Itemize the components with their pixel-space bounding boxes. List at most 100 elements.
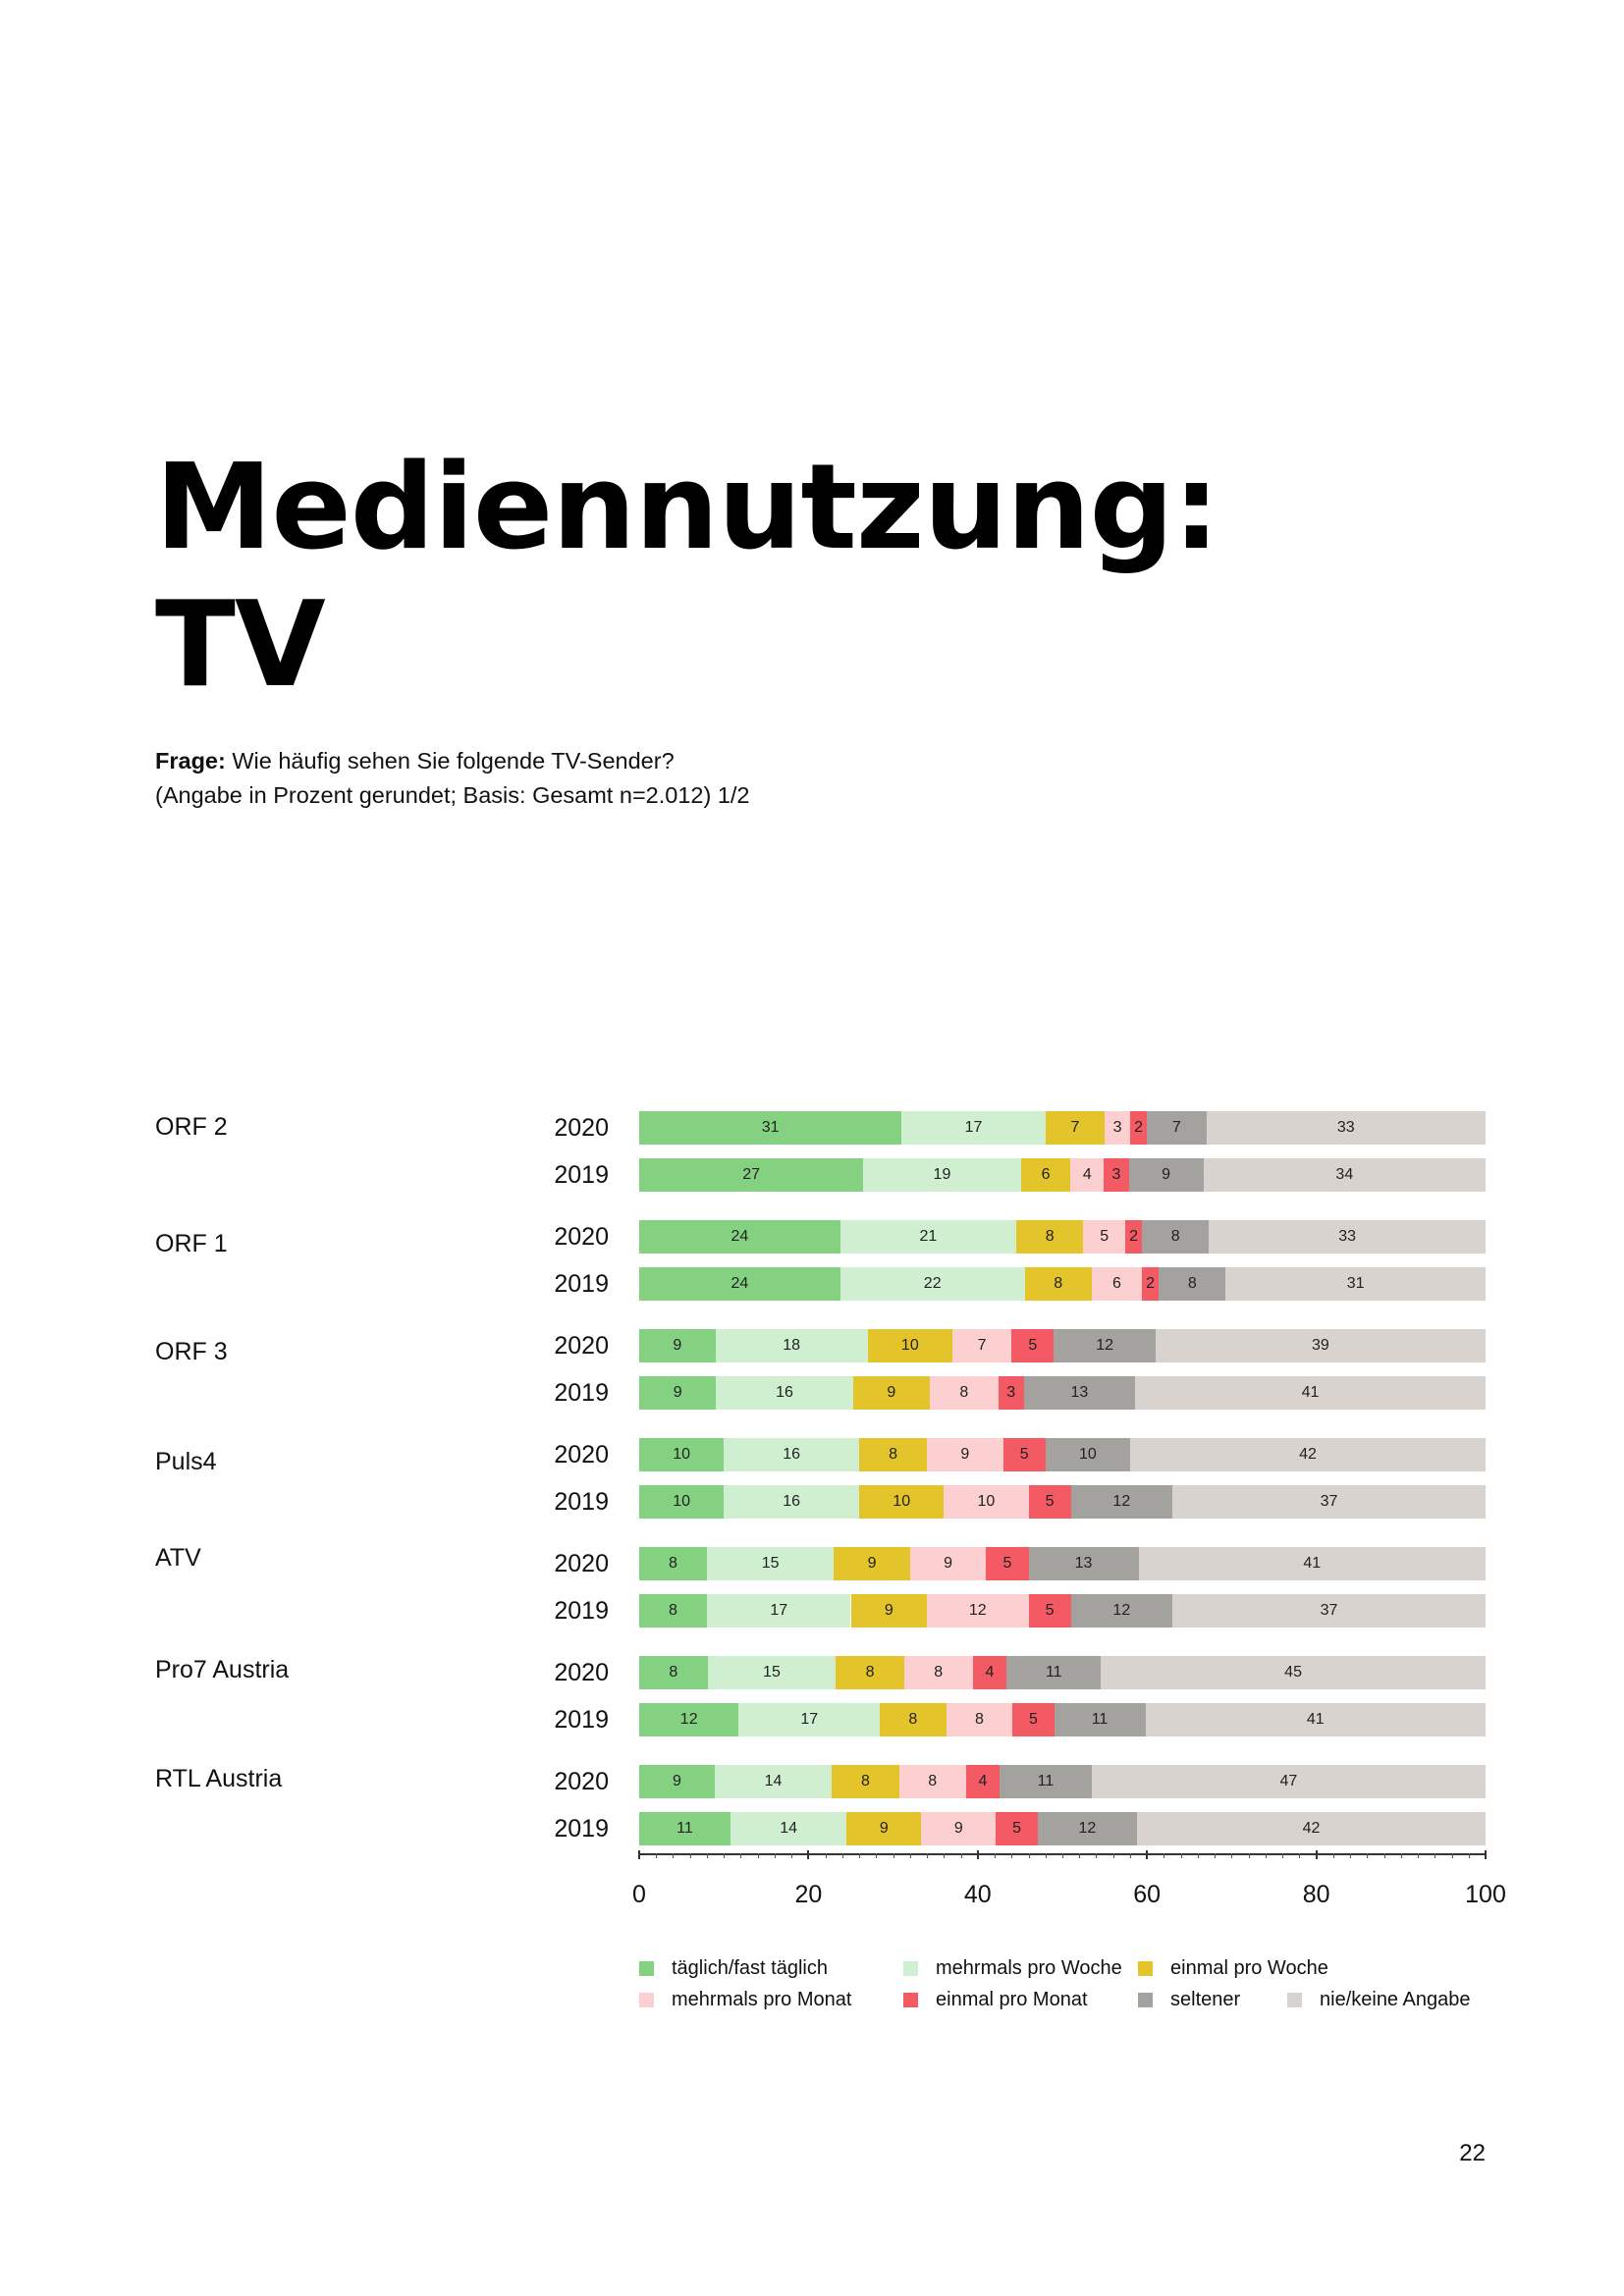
stacked-bar: 9 14 8 8 4 11 47 xyxy=(639,1765,1486,1798)
bar-segment: 5 xyxy=(1028,1594,1071,1628)
bar-segment: 8 xyxy=(832,1765,899,1798)
bar-segment: 31 xyxy=(1225,1267,1486,1301)
bar-segment: 4 xyxy=(965,1765,1000,1798)
bar-segment: 8 xyxy=(1016,1220,1084,1254)
bar-segment: 8 xyxy=(639,1547,707,1580)
year-label: 2020 xyxy=(554,1768,609,1795)
bar-segment: 5 xyxy=(986,1547,1029,1580)
x-axis-minor-tick xyxy=(1096,1853,1098,1858)
legend-label: mehrmals pro Monat xyxy=(672,1989,852,2010)
bar-segment: 45 xyxy=(1101,1656,1486,1689)
x-axis-minor-tick xyxy=(995,1853,997,1858)
bar-segment: 34 xyxy=(1203,1158,1486,1192)
x-axis-minor-tick xyxy=(1197,1853,1199,1858)
bar-segment: 8 xyxy=(930,1376,999,1410)
bar-segment: 10 xyxy=(1045,1438,1130,1471)
bar-segment: 12 xyxy=(1054,1329,1156,1362)
bar-segment: 9 xyxy=(852,1376,931,1410)
year-label: 2020 xyxy=(554,1659,609,1686)
x-tick-label: 0 xyxy=(632,1881,646,1908)
bar-segment: 22 xyxy=(839,1267,1025,1301)
x-axis-tick xyxy=(1485,1850,1487,1859)
legend-swatch xyxy=(903,1961,918,1976)
x-axis-minor-tick xyxy=(740,1853,742,1858)
bar-segment: 8 xyxy=(946,1703,1013,1736)
stacked-bar: 9 16 9 8 3 13 41 xyxy=(639,1376,1486,1410)
title-line-2: TV xyxy=(155,577,326,714)
bar-segment: 33 xyxy=(1206,1111,1486,1145)
x-axis-minor-tick xyxy=(1332,1853,1334,1858)
x-axis-tick xyxy=(976,1850,979,1859)
legend-swatch xyxy=(1138,1961,1153,1976)
x-axis-minor-tick xyxy=(1231,1853,1233,1858)
bar-segment: 6 xyxy=(1091,1267,1143,1301)
x-axis-minor-tick xyxy=(656,1853,658,1858)
x-axis-minor-tick xyxy=(1350,1853,1352,1858)
bar-segment: 11 xyxy=(639,1812,731,1845)
x-axis-minor-tick xyxy=(1045,1853,1047,1858)
x-tick-label: 40 xyxy=(963,1881,992,1908)
bar-segment: 9 xyxy=(909,1547,987,1580)
x-axis-minor-tick xyxy=(1028,1853,1030,1858)
x-axis-minor-tick xyxy=(757,1853,759,1858)
x-axis-minor-tick xyxy=(825,1853,827,1858)
stacked-bar: 8 15 9 9 5 13 41 xyxy=(639,1547,1486,1580)
year-label: 2020 xyxy=(554,1441,609,1468)
group-label: Puls4 xyxy=(155,1448,217,1475)
legend-item: einmal pro Woche xyxy=(1138,1957,1328,1980)
x-tick-label: 100 xyxy=(1465,1881,1506,1908)
bar-segment: 11 xyxy=(999,1765,1092,1798)
year-label: 2020 xyxy=(554,1550,609,1577)
bar-segment: 3 xyxy=(1105,1111,1130,1145)
x-axis-minor-tick xyxy=(1468,1853,1470,1858)
x-axis-minor-tick xyxy=(673,1853,675,1858)
bar-segment: 37 xyxy=(1172,1485,1486,1519)
bar-segment: 37 xyxy=(1172,1594,1486,1628)
x-axis-minor-tick xyxy=(960,1853,962,1858)
bar-segment: 9 xyxy=(927,1438,1003,1471)
bar-segment: 33 xyxy=(1209,1220,1486,1254)
legend-swatch xyxy=(903,1993,918,2007)
question-prefix: Frage: xyxy=(155,748,226,774)
bar-segment: 2 xyxy=(1125,1220,1143,1254)
bar-segment: 9 xyxy=(850,1594,928,1628)
bar-segment: 24 xyxy=(639,1220,840,1254)
stacked-bar: 10 16 10 10 5 12 37 xyxy=(639,1485,1486,1519)
legend-item: einmal pro Monat xyxy=(903,1989,1088,2011)
group-label: RTL Austria xyxy=(155,1765,283,1792)
bar-segment: 5 xyxy=(1002,1438,1046,1471)
bar-segment: 8 xyxy=(639,1594,707,1628)
legend-swatch xyxy=(1287,1993,1302,2007)
x-axis-minor-tick xyxy=(1079,1853,1081,1858)
legend-item: mehrmals pro Monat xyxy=(639,1989,851,2011)
bar-segment: 8 xyxy=(1142,1220,1210,1254)
x-axis-minor-tick xyxy=(1062,1853,1063,1858)
x-axis-tick xyxy=(638,1850,640,1859)
bar-segment: 19 xyxy=(863,1158,1021,1192)
x-axis-minor-tick xyxy=(1011,1853,1013,1858)
bar-segment: 8 xyxy=(903,1656,973,1689)
x-axis-minor-tick xyxy=(791,1853,793,1858)
year-label: 2019 xyxy=(554,1488,609,1516)
stacked-bar: 27 19 6 4 3 9 34 xyxy=(639,1158,1486,1192)
x-axis-minor-tick xyxy=(1129,1853,1131,1858)
stacked-bar: 31 17 7 3 2 7 33 xyxy=(639,1111,1486,1145)
group-label: ORF 3 xyxy=(155,1338,228,1365)
bar-segment: 16 xyxy=(724,1485,860,1519)
bar-segment: 3 xyxy=(998,1376,1024,1410)
year-label: 2019 xyxy=(554,1161,609,1189)
x-axis-tick xyxy=(807,1850,810,1859)
stacked-bar: 12 17 8 8 5 11 41 xyxy=(639,1703,1486,1736)
question-note: (Angabe in Prozent gerundet; Basis: Gesa… xyxy=(155,782,750,808)
bar-segment: 10 xyxy=(867,1329,952,1362)
bar-segment: 15 xyxy=(706,1547,835,1580)
x-axis: 0 20 40 60 80 100 xyxy=(632,1850,1506,1912)
bar-segment: 5 xyxy=(996,1812,1038,1845)
legend-item: mehrmals pro Woche xyxy=(903,1957,1122,1980)
bar-segment: 41 xyxy=(1145,1703,1486,1736)
stacked-bar: 10 16 8 9 5 10 42 xyxy=(639,1438,1486,1471)
bar-segment: 18 xyxy=(715,1329,868,1362)
bar-segment: 17 xyxy=(738,1703,881,1736)
x-axis-minor-tick xyxy=(689,1853,691,1858)
group-label: ORF 2 xyxy=(155,1113,228,1141)
